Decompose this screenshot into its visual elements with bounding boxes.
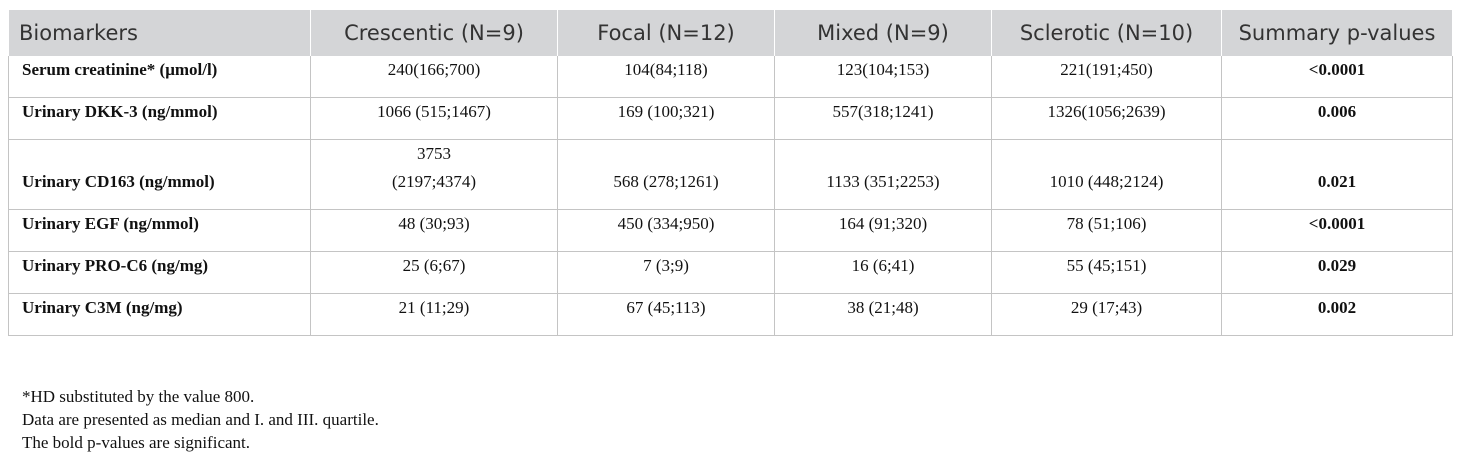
table-cell: 0.029 [1221,251,1453,294]
table-cell: 104(84;118) [557,56,775,98]
table-cell: 48 (30;93) [310,209,558,252]
table-cell: 21 (11;29) [310,293,558,336]
header-cell: Biomarkers [8,10,311,56]
footnote: The bold p-values are significant. [22,433,251,452]
table-cell: 0.002 [1221,293,1453,336]
table-cell: 123(104;153) [774,56,992,98]
header-row: Biomarkers Crescentic (N=9) Focal (N=12) Mi… [8,10,1453,56]
table-cell: 164 (91;320) [774,209,992,252]
table-cell: <0.0001 [1221,209,1453,252]
table-row: Serum creatinine* (μmol/l) 240(166;700) 10… [8,56,1453,98]
table-cell: 1326(1056;2639) [991,97,1222,140]
table-row: Urinary C3M (ng/mg) 21 (11;29) 67 (45;113)… [8,293,1453,336]
header-cell: Mixed (N=9) [774,10,992,56]
table-cell: 557(318;1241) [774,97,992,140]
table-cell: Urinary C3M (ng/mg) [8,293,311,336]
header-cell: Summary p-values [1221,10,1453,56]
footnote: Data are presented as median and I. and … [22,410,379,429]
table-cell: <0.0001 [1221,56,1453,98]
table-cell: 78 (51;106) [991,209,1222,252]
table-cell: Urinary EGF (ng/mmol) [8,209,311,252]
table-cell: 1010 (448;2124) [991,139,1222,210]
table-cell: 38 (21;48) [774,293,992,336]
table-cell: Urinary PRO-C6 (ng/mg) [8,251,311,294]
table-cell: 7 (3;9) [557,251,775,294]
biomarker-table: Biomarkers Crescentic (N=9) Focal (N=12) Mi… [8,10,1453,336]
table-cell: 568 (278;1261) [557,139,775,210]
cell-text: 3753 (2197;4374) [391,144,477,191]
header-cell: Focal (N=12) [557,10,775,56]
header-cell: Sclerotic (N=10) [991,10,1222,56]
table-cell: Urinary CD163 (ng/mmol) [8,139,311,210]
table-cell: 3753 (2197;4374) [310,139,558,210]
table-cell: 55 (45;151) [991,251,1222,294]
table-cell: Serum creatinine* (μmol/l) [8,56,311,98]
table-cell: 29 (17;43) [991,293,1222,336]
table-cell: 169 (100;321) [557,97,775,140]
table-row: Urinary DKK-3 (ng/mmol) 1066 (515;1467) 16… [8,97,1453,140]
footnote: *HD substituted by the value 800. [22,387,255,406]
table-cell: 0.021 [1221,139,1453,210]
table-row: Urinary CD163 (ng/mmol) 3753 (2197;4374) 5… [8,139,1453,210]
header-cell: Crescentic (N=9) [310,10,558,56]
table-cell: 16 (6;41) [774,251,992,294]
table-cell: 0.006 [1221,97,1453,140]
table-cell: 450 (334;950) [557,209,775,252]
table-cell: 240(166;700) [310,56,558,98]
table-body: Serum creatinine* (μmol/l) 240(166;700) 10… [8,56,1453,336]
table-cell: 1066 (515;1467) [310,97,558,140]
table-cell: 67 (45;113) [557,293,775,336]
table-row: Urinary EGF (ng/mmol) 48 (30;93) 450 (334;… [8,209,1453,252]
table-cell: 25 (6;67) [310,251,558,294]
table-cell: 1133 (351;2253) [774,139,992,210]
table-row: Urinary PRO-C6 (ng/mg) 25 (6;67) 7 (3;9) 16… [8,251,1453,294]
footnotes: *HD substituted by the value 800. Data ar… [22,385,379,454]
table-cell: Urinary DKK-3 (ng/mmol) [8,97,311,140]
table-cell: 221(191;450) [991,56,1222,98]
